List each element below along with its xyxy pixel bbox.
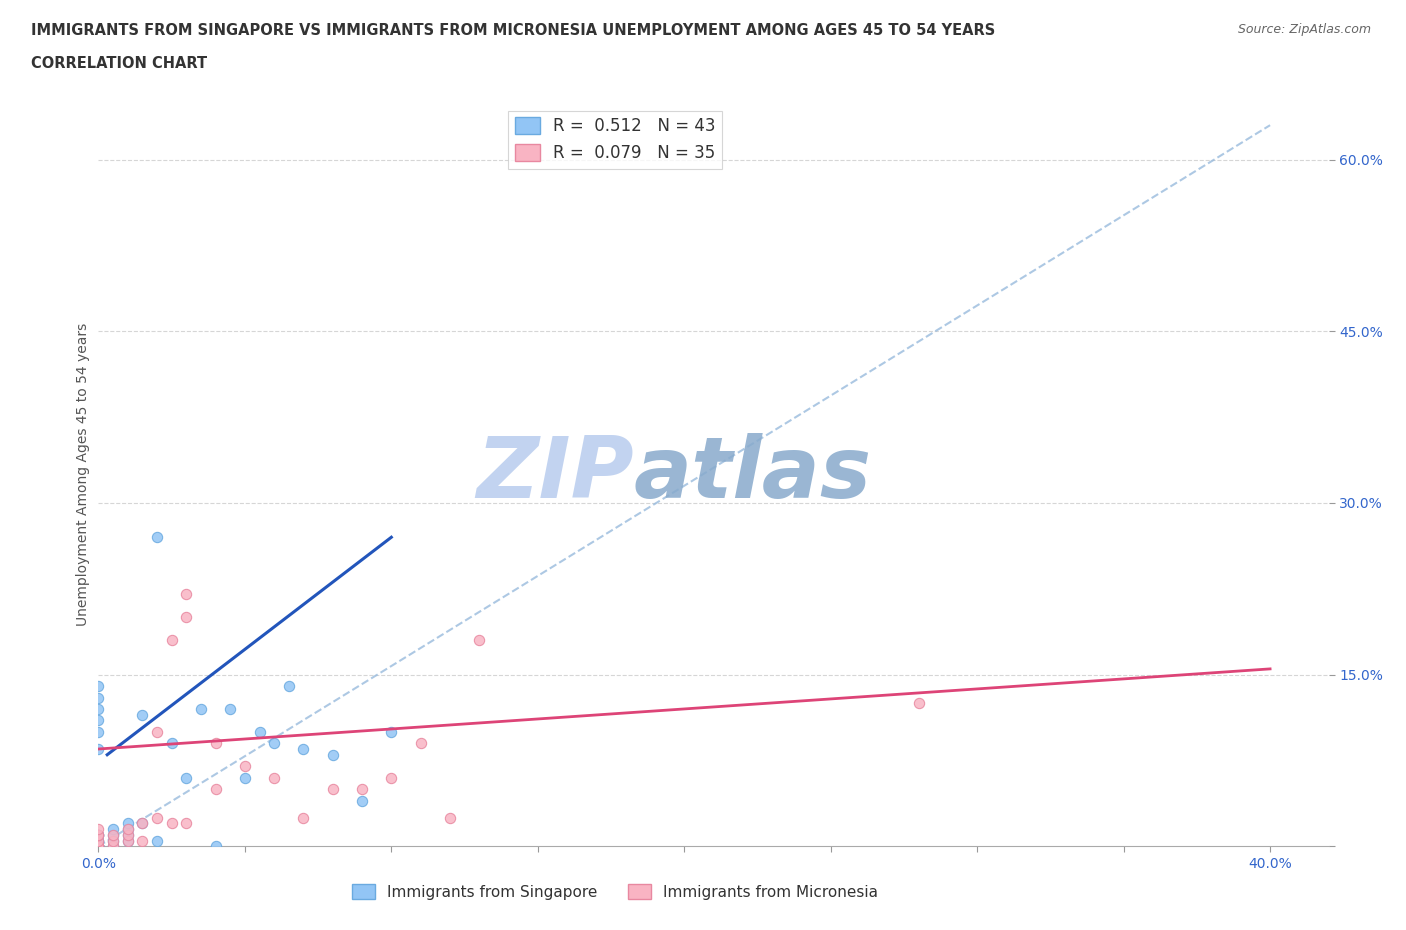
Legend: Immigrants from Singapore, Immigrants from Micronesia: Immigrants from Singapore, Immigrants fr…: [346, 877, 884, 906]
Y-axis label: Unemployment Among Ages 45 to 54 years: Unemployment Among Ages 45 to 54 years: [76, 323, 90, 626]
Point: [204, 736, 226, 751]
Point: [117, 833, 139, 848]
Point: [322, 781, 344, 796]
Point: [190, 701, 212, 716]
Point: [87, 839, 110, 854]
Point: [146, 833, 169, 848]
Point: [131, 833, 153, 848]
Point: [352, 793, 374, 808]
Point: [292, 741, 315, 756]
Point: [160, 736, 183, 751]
Point: [87, 690, 110, 705]
Point: [117, 833, 139, 848]
Point: [87, 724, 110, 739]
Point: [174, 587, 197, 602]
Point: [160, 816, 183, 830]
Point: [117, 828, 139, 843]
Text: Source: ZipAtlas.com: Source: ZipAtlas.com: [1237, 23, 1371, 36]
Point: [409, 736, 432, 751]
Point: [87, 839, 110, 854]
Point: [87, 839, 110, 854]
Point: [87, 713, 110, 728]
Point: [204, 781, 226, 796]
Point: [101, 839, 124, 854]
Point: [87, 839, 110, 854]
Point: [233, 759, 256, 774]
Point: [87, 828, 110, 843]
Point: [87, 839, 110, 854]
Point: [907, 696, 929, 711]
Point: [131, 816, 153, 830]
Point: [249, 724, 271, 739]
Point: [87, 833, 110, 848]
Point: [87, 828, 110, 843]
Point: [146, 530, 169, 545]
Point: [101, 833, 124, 848]
Point: [87, 828, 110, 843]
Point: [233, 770, 256, 785]
Point: [174, 610, 197, 625]
Point: [160, 632, 183, 647]
Point: [87, 833, 110, 848]
Point: [87, 822, 110, 837]
Point: [131, 816, 153, 830]
Point: [322, 748, 344, 763]
Point: [174, 770, 197, 785]
Point: [146, 810, 169, 825]
Point: [101, 828, 124, 843]
Point: [380, 770, 402, 785]
Point: [380, 724, 402, 739]
Point: [146, 724, 169, 739]
Point: [352, 781, 374, 796]
Point: [117, 828, 139, 843]
Point: [263, 770, 285, 785]
Point: [87, 741, 110, 756]
Text: CORRELATION CHART: CORRELATION CHART: [31, 56, 207, 71]
Point: [87, 828, 110, 843]
Point: [101, 822, 124, 837]
Point: [87, 839, 110, 854]
Point: [131, 707, 153, 722]
Point: [204, 839, 226, 854]
Point: [87, 828, 110, 843]
Point: [117, 822, 139, 837]
Point: [292, 810, 315, 825]
Point: [87, 839, 110, 854]
Point: [87, 701, 110, 716]
Point: [87, 839, 110, 854]
Point: [101, 828, 124, 843]
Point: [174, 816, 197, 830]
Point: [87, 833, 110, 848]
Point: [117, 822, 139, 837]
Point: [87, 839, 110, 854]
Point: [219, 701, 242, 716]
Point: [87, 839, 110, 854]
Point: [277, 679, 299, 694]
Point: [263, 736, 285, 751]
Text: atlas: atlas: [634, 432, 872, 516]
Text: ZIP: ZIP: [477, 432, 634, 516]
Point: [468, 632, 491, 647]
Text: IMMIGRANTS FROM SINGAPORE VS IMMIGRANTS FROM MICRONESIA UNEMPLOYMENT AMONG AGES : IMMIGRANTS FROM SINGAPORE VS IMMIGRANTS …: [31, 23, 995, 38]
Point: [87, 679, 110, 694]
Point: [101, 839, 124, 854]
Point: [117, 816, 139, 830]
Point: [101, 833, 124, 848]
Point: [439, 810, 461, 825]
